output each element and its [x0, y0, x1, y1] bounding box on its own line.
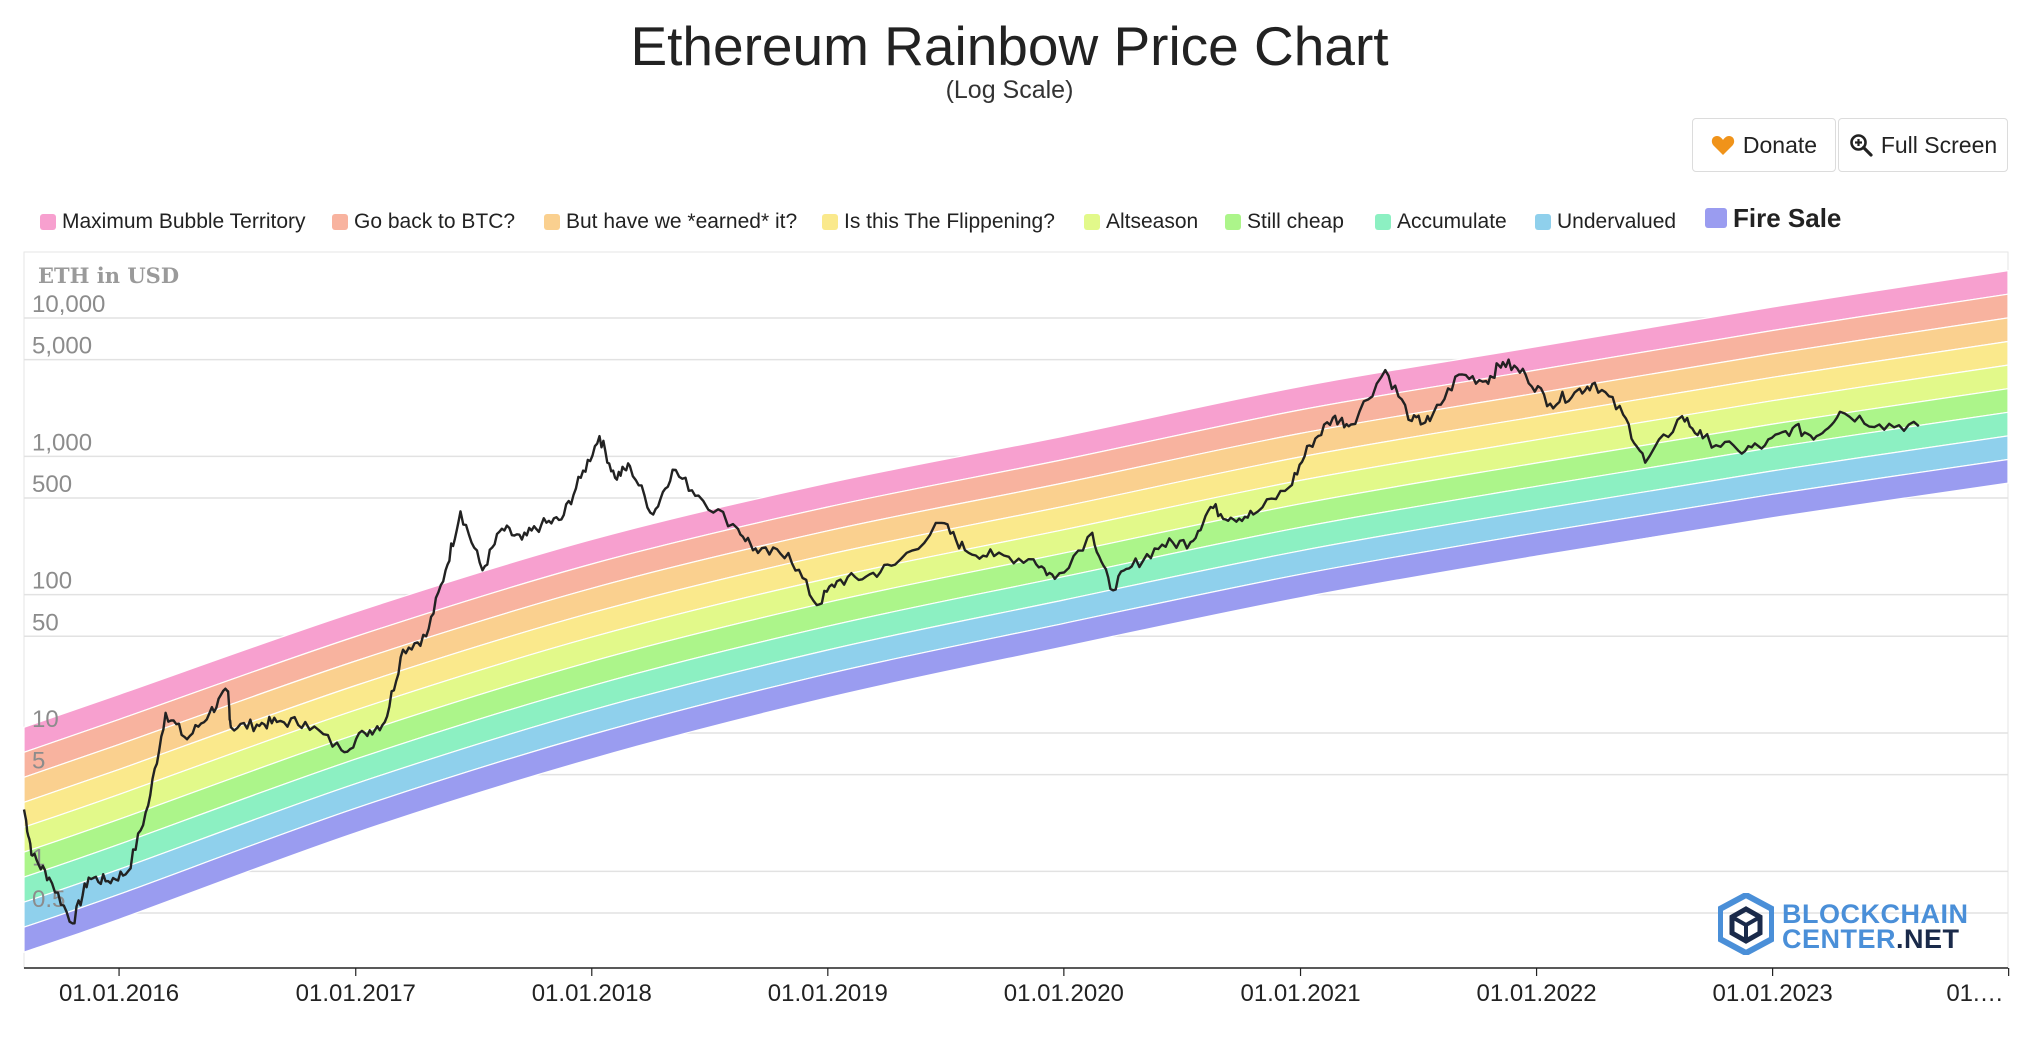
- legend-item-fire-sale[interactable]: Fire Sale: [1705, 202, 1841, 234]
- legend-item-accumulate[interactable]: Accumulate: [1375, 206, 1507, 238]
- legend-label: Go back to BTC?: [354, 210, 516, 233]
- y-tick-label: 10: [32, 706, 59, 733]
- legend-swatch: [1535, 214, 1551, 230]
- zoom-icon: [1849, 133, 1873, 157]
- heart-icon: [1711, 134, 1735, 156]
- legend-swatch: [332, 214, 348, 230]
- legend-label: Undervalued: [1557, 210, 1677, 233]
- legend-swatch: [1225, 214, 1241, 230]
- full-screen-button[interactable]: Full Screen: [1838, 118, 2008, 172]
- x-tick-label: 01.01.2022: [1477, 980, 1597, 1007]
- y-tick-label: 50: [32, 609, 59, 636]
- full-screen-label: Full Screen: [1880, 131, 1998, 158]
- legend-swatch: [822, 214, 838, 230]
- y-tick-label: 100: [32, 568, 72, 595]
- cube-logo-icon: [1717, 891, 1775, 960]
- legend-label: Fire Sale: [1733, 202, 1842, 233]
- y-tick-label: 1,000: [32, 429, 92, 456]
- y-tick-label: 5: [32, 748, 45, 775]
- x-tick-label: 01.01.2020: [1004, 980, 1124, 1007]
- x-tick-label: 01.…: [1946, 980, 2003, 1007]
- legend-swatch: [40, 214, 56, 230]
- legend-label: Still cheap: [1247, 210, 1344, 233]
- eth-price-line: [22, 358, 1920, 925]
- legend-label: Accumulate: [1397, 210, 1507, 233]
- legend-item-earned-it[interactable]: But have we *earned* it?: [544, 206, 797, 238]
- x-tick-label: 01.01.2023: [1713, 980, 1833, 1007]
- legend-label: Altseason: [1106, 210, 1199, 233]
- legend-item-altseason[interactable]: Altseason: [1084, 206, 1198, 238]
- legend-item-flippening[interactable]: Is this The Flippening?: [822, 206, 1055, 238]
- logo-line-1: BLOCKCHAIN: [1782, 898, 1969, 929]
- donate-button[interactable]: Donate: [1692, 118, 1836, 172]
- legend-label: Maximum Bubble Territory: [62, 210, 306, 233]
- x-axis-ticks: 01.01.2016 01.01.2017 01.01.2018 01.01.2019…: [59, 968, 2010, 1007]
- donate-label: Donate: [1742, 131, 1818, 158]
- y-tick-label: 5,000: [32, 333, 92, 360]
- logo-line-2a: CENTER: [1782, 923, 1897, 954]
- y-tick-label: 500: [32, 471, 72, 498]
- x-tick-label: 01.01.2017: [296, 980, 416, 1007]
- x-tick-label: 01.01.2016: [59, 980, 179, 1007]
- page-subtitle: (Log Scale): [945, 76, 1074, 104]
- legend-item-still-cheap[interactable]: Still cheap: [1225, 206, 1344, 238]
- page-title: Ethereum Rainbow Price Chart: [630, 15, 1389, 77]
- legend-item-undervalued[interactable]: Undervalued: [1535, 206, 1676, 238]
- logo-line-2b: .NET: [1896, 923, 1960, 954]
- legend-swatch: [1375, 214, 1391, 230]
- x-tick-label: 01.01.2021: [1240, 980, 1360, 1007]
- legend-swatch: [544, 214, 560, 230]
- legend-swatch: [1084, 214, 1100, 230]
- legend-label: Is this The Flippening?: [844, 210, 1055, 233]
- x-tick-label: 01.01.2019: [768, 980, 888, 1007]
- x-tick-label: 01.01.2018: [532, 980, 652, 1007]
- band-fire-sale: [23, 458, 2009, 954]
- rainbow-bands: [23, 269, 2009, 954]
- y-axis-title: ETH in USD: [38, 263, 179, 288]
- legend-item-maximum-bubble[interactable]: Maximum Bubble Territory: [40, 206, 306, 238]
- price-series: [22, 358, 1920, 925]
- blockchaincenter-logo[interactable]: BLOCKCHAIN CENTER.NET: [1717, 891, 1969, 960]
- legend-item-go-back-to-btc[interactable]: Go back to BTC?: [332, 206, 515, 238]
- legend-label: But have we *earned* it?: [566, 210, 798, 233]
- y-tick-label: 1: [32, 844, 45, 871]
- y-tick-label: 10,000: [32, 291, 105, 318]
- logo-text: BLOCKCHAIN CENTER.NET: [1782, 898, 1969, 954]
- legend-swatch: [1705, 208, 1727, 228]
